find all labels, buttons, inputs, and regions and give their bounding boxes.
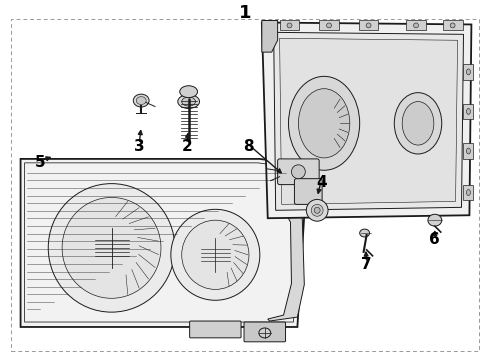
Ellipse shape bbox=[366, 23, 371, 28]
Polygon shape bbox=[262, 22, 471, 218]
Ellipse shape bbox=[466, 108, 470, 114]
Ellipse shape bbox=[133, 94, 149, 107]
Ellipse shape bbox=[306, 199, 328, 221]
FancyBboxPatch shape bbox=[278, 159, 319, 185]
FancyBboxPatch shape bbox=[464, 143, 473, 159]
Ellipse shape bbox=[466, 148, 470, 154]
Text: 7: 7 bbox=[361, 257, 372, 272]
Ellipse shape bbox=[136, 96, 146, 104]
FancyBboxPatch shape bbox=[294, 179, 322, 204]
Ellipse shape bbox=[402, 102, 434, 145]
Ellipse shape bbox=[178, 95, 199, 108]
Ellipse shape bbox=[289, 76, 360, 170]
FancyBboxPatch shape bbox=[244, 322, 286, 342]
FancyBboxPatch shape bbox=[464, 104, 473, 120]
Polygon shape bbox=[280, 38, 458, 204]
Text: 8: 8 bbox=[243, 139, 253, 154]
Text: 5: 5 bbox=[35, 156, 46, 170]
Ellipse shape bbox=[292, 165, 305, 179]
Polygon shape bbox=[21, 159, 307, 327]
Text: 2: 2 bbox=[181, 139, 192, 154]
Text: 6: 6 bbox=[429, 233, 440, 247]
Ellipse shape bbox=[414, 23, 418, 28]
Ellipse shape bbox=[314, 207, 320, 213]
Ellipse shape bbox=[466, 69, 470, 75]
Polygon shape bbox=[268, 169, 304, 321]
FancyBboxPatch shape bbox=[443, 21, 463, 30]
Ellipse shape bbox=[180, 86, 197, 98]
Ellipse shape bbox=[428, 214, 442, 226]
Ellipse shape bbox=[182, 220, 249, 289]
Ellipse shape bbox=[450, 23, 455, 28]
Ellipse shape bbox=[298, 89, 350, 158]
Ellipse shape bbox=[360, 229, 369, 237]
FancyBboxPatch shape bbox=[464, 185, 473, 201]
FancyBboxPatch shape bbox=[464, 64, 473, 80]
Ellipse shape bbox=[259, 328, 270, 338]
Ellipse shape bbox=[326, 23, 332, 28]
Polygon shape bbox=[274, 32, 464, 210]
FancyBboxPatch shape bbox=[319, 21, 339, 30]
Text: 1: 1 bbox=[239, 4, 251, 22]
Ellipse shape bbox=[48, 184, 175, 312]
Ellipse shape bbox=[394, 93, 442, 154]
Ellipse shape bbox=[311, 204, 323, 216]
Ellipse shape bbox=[287, 23, 292, 28]
Polygon shape bbox=[262, 21, 278, 52]
FancyBboxPatch shape bbox=[406, 21, 426, 30]
FancyBboxPatch shape bbox=[280, 21, 299, 30]
Ellipse shape bbox=[466, 190, 470, 195]
Ellipse shape bbox=[182, 97, 196, 106]
Text: 4: 4 bbox=[316, 175, 326, 190]
FancyBboxPatch shape bbox=[359, 21, 378, 30]
Text: 3: 3 bbox=[134, 139, 145, 154]
FancyBboxPatch shape bbox=[190, 321, 241, 338]
Ellipse shape bbox=[62, 197, 161, 298]
Ellipse shape bbox=[171, 209, 260, 300]
